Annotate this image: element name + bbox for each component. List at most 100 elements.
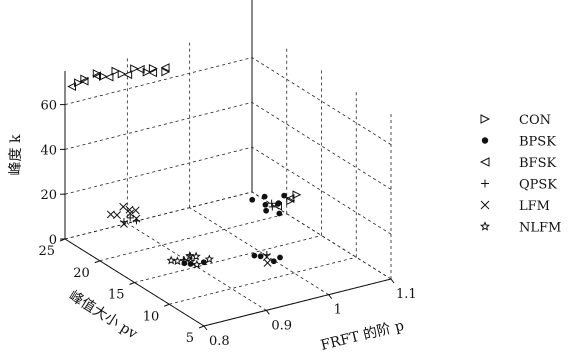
legend-label-lfm: LFM <box>519 199 550 214</box>
data-point-nlfm <box>179 256 190 265</box>
y-tick-label: 20 <box>73 266 90 281</box>
series-nlfm <box>166 250 214 269</box>
data-point-bpsk <box>262 201 269 208</box>
data-point-bpsk <box>263 207 269 214</box>
data-point-nlfm <box>166 255 176 265</box>
legend-label-bpsk: BPSK <box>519 135 556 150</box>
y-tick-mark <box>94 260 100 264</box>
data-point-bfsk <box>79 76 89 86</box>
data-point-bpsk <box>261 193 268 200</box>
z-tick-label: 0 <box>49 233 57 248</box>
data-point-nlfm <box>185 250 195 260</box>
x-axis-label: FRFT 的阶 p <box>319 318 406 354</box>
x-tick-mark <box>203 325 208 331</box>
y-tick-label: 5 <box>186 331 194 346</box>
back-wall-grid-line <box>64 146 253 195</box>
data-point-bpsk <box>281 192 287 199</box>
data-point-bpsk <box>249 196 256 203</box>
data-point-con <box>111 66 121 76</box>
z-tick-label: 40 <box>40 143 57 158</box>
axis-layer: 0.8 0.9 1 1.1 5 10 15 20 250 20 40 60 FRFT 的阶 p 峰值大小 … <box>8 0 417 354</box>
floor-grid-line <box>134 235 322 283</box>
data-point-con <box>99 72 108 81</box>
back-wall-grid-line <box>64 57 253 105</box>
x-tick-mark <box>328 294 333 299</box>
data-point-con <box>80 74 90 84</box>
floor-grid-line <box>127 222 267 311</box>
data-point-con <box>130 64 140 74</box>
x-tick-label: 1 <box>334 303 342 318</box>
back-wall-grid-line <box>64 191 253 240</box>
data-point-con <box>117 69 127 79</box>
data-point-lfm <box>106 210 115 219</box>
legend-marker-nlfm <box>479 221 491 231</box>
x-tick-label: 1.1 <box>396 287 417 302</box>
x-tick-mark <box>265 310 270 315</box>
data-point-con <box>74 78 83 88</box>
data-point-bpsk <box>276 210 283 217</box>
data-point-bpsk <box>277 254 283 261</box>
x-tick-label: 0.9 <box>271 318 292 333</box>
data-point-bfsk <box>273 201 282 211</box>
data-point-con <box>92 69 102 78</box>
data-point-qpsk <box>268 203 276 211</box>
data-point-bpsk <box>270 258 277 265</box>
y-tick-label: 15 <box>108 288 125 303</box>
data-layer <box>67 63 302 269</box>
series-con <box>74 64 302 206</box>
data-point-nlfm <box>191 251 201 261</box>
x-axis-line <box>203 278 392 327</box>
legend-marker-bpsk <box>481 137 489 144</box>
data-point-lfm <box>131 206 140 215</box>
data-point-bfsk <box>135 64 145 74</box>
series-bfsk <box>67 63 295 211</box>
x-tick-label: 0.8 <box>209 334 230 349</box>
series-bpsk <box>181 192 287 267</box>
data-point-lfm <box>132 214 141 223</box>
legend-marker-qpsk <box>481 179 489 188</box>
data-point-bfsk <box>160 63 170 72</box>
data-point-nlfm <box>192 259 202 269</box>
legend-label-con: CON <box>519 113 551 128</box>
data-point-bfsk <box>148 68 158 78</box>
data-point-bfsk <box>92 71 101 81</box>
back-wall-grid-line <box>64 102 253 150</box>
legend: CON BPSK BFSK QPSK LFM NLFM <box>479 113 561 236</box>
legend-marker-bfsk <box>479 157 490 167</box>
floor-grid-line <box>169 256 357 305</box>
data-point-lfm <box>262 252 271 261</box>
y-tick-label: 10 <box>143 309 160 324</box>
floor-grid-line <box>99 213 287 262</box>
data-point-con <box>286 196 296 206</box>
z-tick-label: 60 <box>40 99 57 114</box>
data-point-nlfm <box>172 256 183 266</box>
data-point-lfm <box>119 202 128 211</box>
data-point-bpsk <box>251 252 258 259</box>
data-point-lfm <box>125 205 134 214</box>
z-tick-label: 20 <box>40 188 57 203</box>
y-tick-mark <box>198 325 205 329</box>
series-lfm <box>106 202 272 267</box>
y-tick-label: 25 <box>38 244 55 259</box>
data-point-con <box>292 190 302 200</box>
grid-layer <box>64 24 392 327</box>
z-axis-label: 峰度 k <box>8 134 24 175</box>
legend-label-nlfm: NLFM <box>519 221 561 236</box>
data-point-qpsk <box>268 199 276 207</box>
data-point-lfm <box>113 211 121 220</box>
y-axis-label: 峰值大小 pv <box>66 288 140 343</box>
data-point-con <box>148 64 158 73</box>
data-point-bpsk <box>257 253 264 260</box>
data-point-nlfm <box>185 256 196 266</box>
data-point-bfsk <box>123 70 133 80</box>
data-point-qpsk <box>126 214 134 222</box>
data-point-lfm <box>120 219 128 228</box>
y-tick-mark <box>164 303 170 307</box>
y-tick-mark <box>129 282 135 285</box>
data-point-nlfm <box>204 254 214 264</box>
data-point-con <box>161 67 171 77</box>
legend-marker-con <box>480 114 491 124</box>
data-point-bfsk <box>285 194 295 203</box>
data-point-bfsk <box>67 82 77 91</box>
